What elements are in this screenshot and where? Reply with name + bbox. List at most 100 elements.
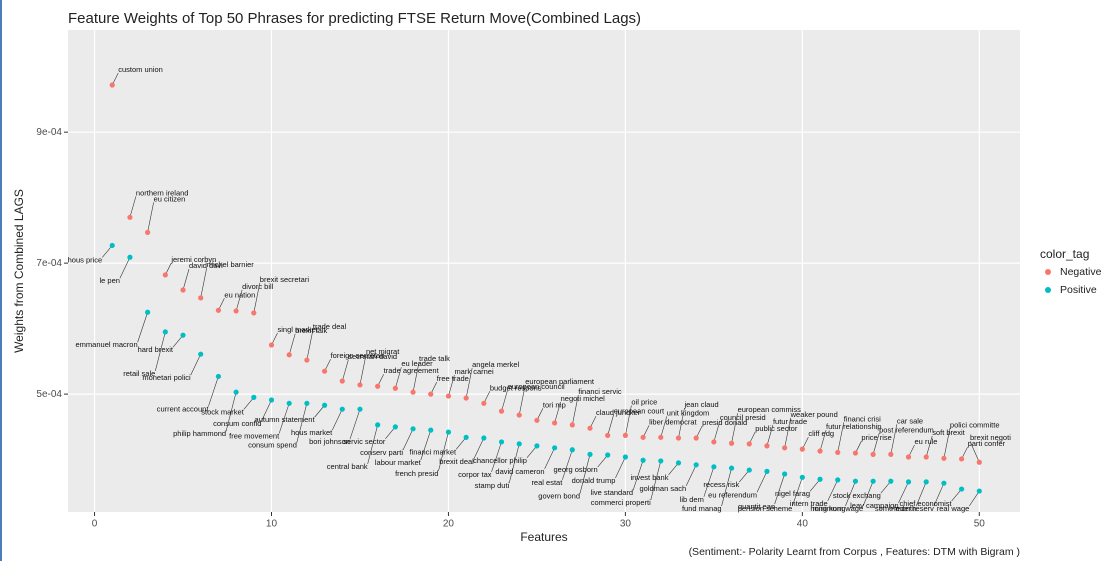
point [339,378,345,384]
leader-line [465,367,473,399]
point [799,446,805,452]
point [233,389,239,395]
leader-line [554,401,561,424]
leader-line [632,460,644,491]
leader-line [395,367,402,389]
point [180,332,186,338]
leader-line [349,409,361,440]
point-label: trade talk [419,354,450,363]
point [622,454,628,460]
leader-line [102,245,113,258]
point [180,287,186,293]
leader-line [784,417,791,448]
leader-line [943,428,951,459]
point [445,429,452,435]
point [923,479,929,485]
leader-line [562,449,573,480]
point-label: consum confid [213,419,261,428]
leader-line [703,466,715,497]
leader-line [880,481,892,494]
point-label: budget respons [490,383,542,392]
point-label: net migrat [366,347,400,356]
point-label: financi servic [578,387,622,396]
leader-line [597,454,608,468]
x-tick-label: 30 [620,519,632,530]
leader-line [668,462,679,476]
point-label: retail sale [123,369,155,378]
point-label: futur relationship [826,422,881,431]
leader-line [501,390,508,412]
point [959,456,965,462]
leader-line [129,196,137,218]
point [392,424,398,430]
point-label: stock market [201,407,244,416]
chart-title: Feature Weights of Top 50 Phrases for pr… [68,10,641,27]
point [463,395,469,401]
point [569,447,575,453]
point-label: car sale [897,416,923,425]
point-label: real wage [937,504,970,513]
point-label: divorc bill [242,282,274,291]
leader-line [438,432,449,472]
x-tick-label: 20 [443,519,455,530]
point-label: michel barnier [207,260,255,269]
leader-line [402,428,414,450]
point-label: bori johnson [309,437,350,446]
point [428,391,434,397]
point [941,455,947,461]
point-label: real estat [531,478,563,487]
point [782,445,788,451]
leader-line [155,331,166,371]
point-label: eu citizen [154,194,186,203]
point [268,397,275,403]
point [852,450,859,456]
point [445,393,452,399]
point [251,310,257,316]
point-label: jeremi corbyn [170,255,216,264]
point-label: brexit deal [439,457,474,466]
point [870,478,876,484]
leader-line [650,460,662,500]
y-axis-label: Weights from Combined LAGS [12,189,26,353]
point-label: leav campaign [850,501,898,510]
point-label: georg osborn [553,465,597,474]
leader-line [243,397,255,410]
y-tick-label: 9e-04 [36,127,62,138]
point [923,454,929,460]
x-axis-label: Features [520,530,567,544]
point-label: labour market [375,458,422,467]
point-label: free movement [229,431,280,440]
point-label: invest bank [631,473,669,482]
leader-line [890,424,898,455]
leader-line [412,362,420,393]
leader-line [200,267,208,298]
point-label: eu leader [401,359,433,368]
point-label: french presid [395,469,438,478]
point-label: northern ireland [136,188,189,197]
leader-line [872,433,880,455]
point [852,478,859,484]
point-label: emmanuel macron [76,340,138,349]
leader-line [827,479,839,502]
x-tick-label: 10 [266,519,278,530]
point [410,426,416,432]
leader-line [225,392,237,432]
leader-line [739,469,750,483]
point-label: central bank [327,462,368,471]
point [675,435,682,441]
x-tick-label: 50 [974,519,986,530]
point [675,460,682,466]
x-tick-label: 0 [92,519,98,530]
point-label: custom union [118,65,163,74]
leader-line [685,464,697,486]
leader-line [731,413,738,444]
leader-line [544,447,555,469]
point-label: lib dem [680,495,704,504]
leader-line [208,376,219,407]
point-label: fund manag [682,504,722,513]
point [959,486,965,492]
point-label: weaker pound [790,410,838,419]
point [640,457,646,463]
point-label: polici committe [950,420,1000,429]
point [215,307,222,313]
